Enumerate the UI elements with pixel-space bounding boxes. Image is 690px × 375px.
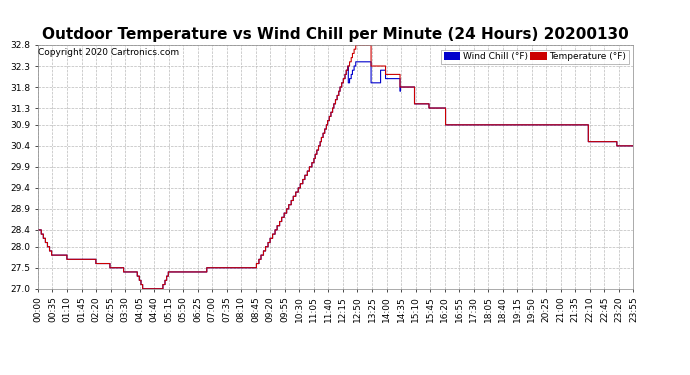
Title: Outdoor Temperature vs Wind Chill per Minute (24 Hours) 20200130: Outdoor Temperature vs Wind Chill per Mi… — [42, 27, 629, 42]
Text: Copyright 2020 Cartronics.com: Copyright 2020 Cartronics.com — [38, 48, 179, 57]
Legend: Wind Chill (°F), Temperature (°F): Wind Chill (°F), Temperature (°F) — [441, 50, 629, 64]
